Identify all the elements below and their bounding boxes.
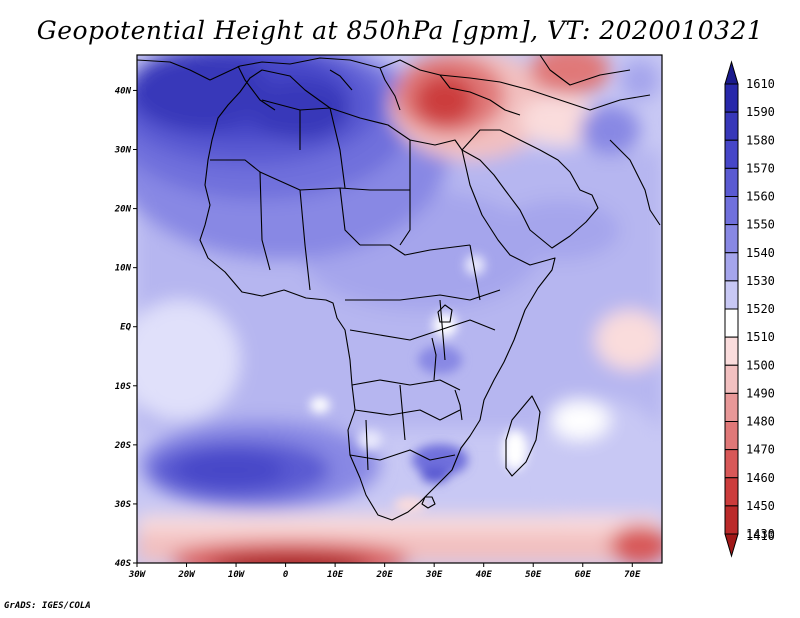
height-field [137,55,662,563]
colorbar-segment [724,139,739,169]
y-tick-label: 20S [114,441,132,451]
y-tick-label: 10N [115,264,132,274]
colorbar-label: 1460 [746,471,775,485]
x-tick-label: 70E [624,570,641,580]
colorbar-segment [724,83,739,113]
y-tick-label: 40N [115,86,132,96]
x-tick-label: 40E [476,570,493,580]
map-frame [136,54,663,564]
x-tick-label: 10E [327,570,344,580]
colorbar-segment [724,111,739,141]
credit-text: GrADS: IGES/COLA [4,601,91,611]
colorbar-segment [724,392,739,422]
colorbar-label: 1570 [746,161,775,175]
colorbar-segment [724,252,739,282]
colorbar-label: 1470 [746,443,775,457]
colorbar-segment [724,280,739,310]
colorbar-label: 1410 [746,529,775,543]
x-axis-ticks: 30W 20W 10W 0 10E 20E 30E 40E 50E 60E 70E [128,563,641,580]
colorbar-segment [724,505,739,535]
colorbar-label: 1540 [746,246,775,260]
x-tick-label: 20W [177,570,196,580]
x-tick-label: 60E [575,570,592,580]
colorbar-label: 1520 [746,302,775,316]
colorbar-label: 1550 [746,218,775,232]
coastlines-borders [137,55,661,521]
colorbar-segment [724,308,739,338]
y-tick-label: EQ [120,323,131,333]
colorbar-top-arrow [724,60,739,85]
colorbar-label: 1590 [746,105,775,119]
colorbar-segment [724,336,739,366]
colorbar-segment [724,224,739,254]
x-tick-label: 20E [376,570,394,580]
colorbar-segment [724,196,739,226]
y-tick-label: 20N [114,205,132,215]
colorbar-label: 1530 [746,274,775,288]
colorbar-segment [724,364,739,394]
x-tick-label: 30E [425,570,443,580]
y-tick-label: 30N [114,146,132,156]
colorbar-label: 1580 [746,133,775,147]
y-axis-ticks: 40N 30N 20N 10N EQ 10S 20S 30S 40S [114,86,137,569]
y-tick-label: 40S [115,559,132,569]
y-tick-label: 10S [115,382,132,392]
x-tick-label: 30W [128,570,147,580]
colorbar: 1610 1590 1580 1570 1560 1550 1540 1530 1520 1510… [724,60,775,558]
map-title: Geopotential Height at 850hPa [gpm], VT:… [36,16,764,45]
colorbar-segment [724,449,739,479]
colorbar-segment [724,477,739,507]
colorbar-bottom-arrow [724,533,739,558]
colorbar-label: 1450 [746,499,775,513]
colorbar-label: 1510 [746,330,775,344]
colorbar-label: 1560 [746,190,775,204]
colorbar-label: 1480 [746,415,775,429]
colorbar-label: 1490 [746,386,775,400]
colorbar-label: 1610 [746,77,775,91]
x-tick-label: 50E [525,570,542,580]
colorbar-label: 1500 [746,358,775,372]
colorbar-segment [724,167,739,197]
colorbar-label: 1430 [746,527,775,541]
y-tick-label: 30S [114,500,132,510]
x-tick-label: 10W [228,570,246,580]
colorbar-segment [724,421,739,451]
x-tick-label: 0 [283,570,289,580]
